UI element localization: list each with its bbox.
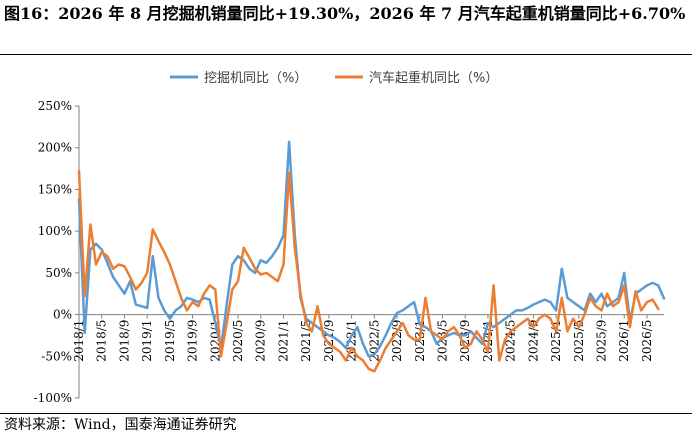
x-tick-label: 2026/5	[640, 320, 654, 362]
legend-label-2: 汽车起重机同比（%）	[369, 70, 498, 86]
x-tick-label: 2025/5	[572, 320, 586, 362]
x-tick-label: 2023/9	[458, 320, 472, 362]
y-tick-label: 150%	[38, 182, 72, 196]
x-axis: 2018/1 2018/5 2018/9 2019/1 2019/5 2019/9 2020…	[72, 314, 664, 362]
x-tick-label: 2022/9	[390, 320, 404, 362]
title-rule	[0, 54, 692, 55]
y-tick-label: 0%	[53, 308, 72, 322]
x-tick-label: 2019/5	[163, 320, 177, 362]
x-tick-label: 2020/9	[254, 320, 268, 362]
x-tick-label: 2021/5	[299, 320, 313, 362]
legend-label-1: 挖掘机同比（%）	[204, 71, 307, 86]
figure-title: 图16：2026 年 8 月挖掘机销量同比+19.30%，2026 年 7 月汽…	[4, 4, 686, 23]
x-tick-label: 2018/9	[117, 320, 131, 362]
x-tick-label: 2018/5	[95, 320, 109, 362]
x-tick-label: 2025/9	[595, 320, 609, 362]
chart-legend: 挖掘机同比（%） 汽车起重机同比（%）	[170, 70, 498, 86]
y-tick-label: -50%	[41, 349, 72, 363]
y-tick-label: 50%	[45, 266, 72, 280]
y-tick-label: 100%	[38, 224, 72, 238]
series-line-1	[77, 140, 666, 358]
x-tick-label: 2019/1	[140, 320, 154, 362]
source-note: 资料来源：Wind，国泰海通证券研究	[4, 417, 237, 433]
x-tick-label: 2021/1	[276, 320, 290, 362]
x-tick-label: 2018/1	[72, 320, 86, 362]
series-line-2	[77, 169, 660, 373]
y-tick-label: 200%	[38, 141, 72, 155]
y-tick-label: 250%	[38, 99, 72, 113]
y-tick-label: -100%	[34, 391, 72, 405]
x-tick-label: 2019/9	[186, 320, 200, 362]
y-axis: 250% 200% 150% 100% 50% 0% -50% -100%	[34, 99, 80, 405]
x-tick-label: 2025/1	[549, 320, 563, 362]
chart-series	[77, 140, 666, 373]
source-rule	[0, 413, 692, 414]
x-tick-label: 2024/9	[526, 320, 540, 362]
x-tick-label: 2020/5	[231, 320, 245, 362]
x-tick-label: 2026/1	[617, 320, 631, 362]
line-chart: 挖掘机同比（%） 汽车起重机同比（%） 250% 200% 150% 100% 50% 0%…	[34, 70, 666, 405]
x-tick-label: 2021/9	[322, 320, 336, 362]
